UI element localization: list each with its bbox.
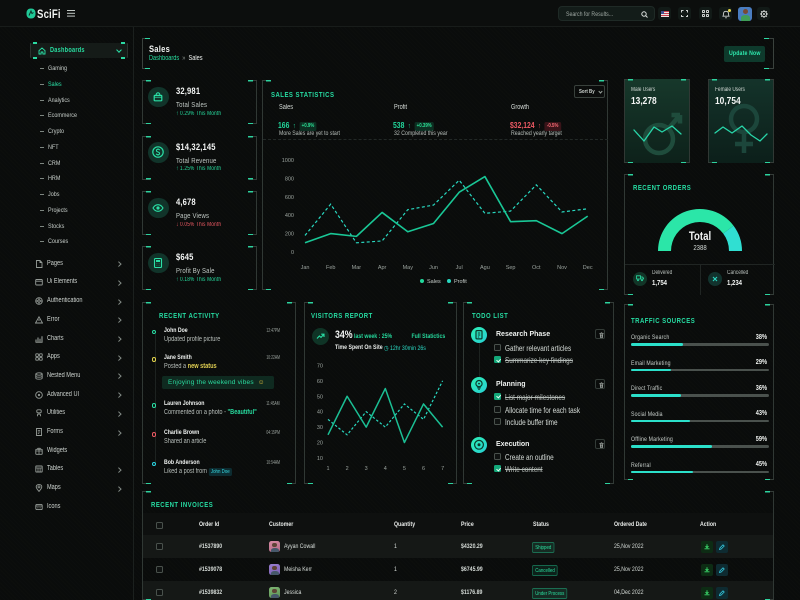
svg-text:2: 2 bbox=[346, 466, 349, 472]
svg-text:60: 60 bbox=[317, 379, 323, 385]
svg-text:Oct: Oct bbox=[532, 265, 541, 271]
svg-text:20: 20 bbox=[317, 441, 323, 447]
svg-text:400: 400 bbox=[285, 213, 294, 219]
svg-text:Sales: Sales bbox=[427, 279, 441, 285]
svg-text:800: 800 bbox=[285, 176, 294, 182]
svg-text:6: 6 bbox=[422, 466, 425, 472]
svg-text:4: 4 bbox=[384, 466, 387, 472]
svg-text:1: 1 bbox=[326, 466, 329, 472]
svg-text:30: 30 bbox=[317, 425, 323, 431]
svg-text:Jun: Jun bbox=[429, 265, 438, 271]
svg-text:3: 3 bbox=[365, 466, 368, 472]
svg-text:Jan: Jan bbox=[301, 265, 310, 271]
svg-text:Nov: Nov bbox=[557, 265, 567, 271]
svg-text:Profit: Profit bbox=[454, 279, 467, 285]
svg-text:40: 40 bbox=[317, 410, 323, 416]
svg-text:10: 10 bbox=[317, 456, 323, 462]
svg-text:70: 70 bbox=[317, 363, 323, 369]
svg-text:Feb: Feb bbox=[326, 265, 335, 271]
svg-text:50: 50 bbox=[317, 394, 323, 400]
svg-text:Dec: Dec bbox=[583, 265, 593, 271]
svg-text:Mar: Mar bbox=[352, 265, 362, 271]
svg-text:0: 0 bbox=[291, 250, 294, 256]
svg-text:7: 7 bbox=[441, 466, 444, 472]
svg-text:Jul: Jul bbox=[456, 265, 463, 271]
svg-text:200: 200 bbox=[285, 232, 294, 238]
svg-text:Apr: Apr bbox=[378, 265, 387, 271]
svg-text:Agu: Agu bbox=[480, 265, 490, 271]
svg-text:May: May bbox=[403, 265, 414, 271]
svg-text:5: 5 bbox=[403, 466, 406, 472]
svg-text:600: 600 bbox=[285, 195, 294, 201]
svg-text:1000: 1000 bbox=[282, 158, 294, 164]
svg-text:Sep: Sep bbox=[506, 265, 516, 271]
